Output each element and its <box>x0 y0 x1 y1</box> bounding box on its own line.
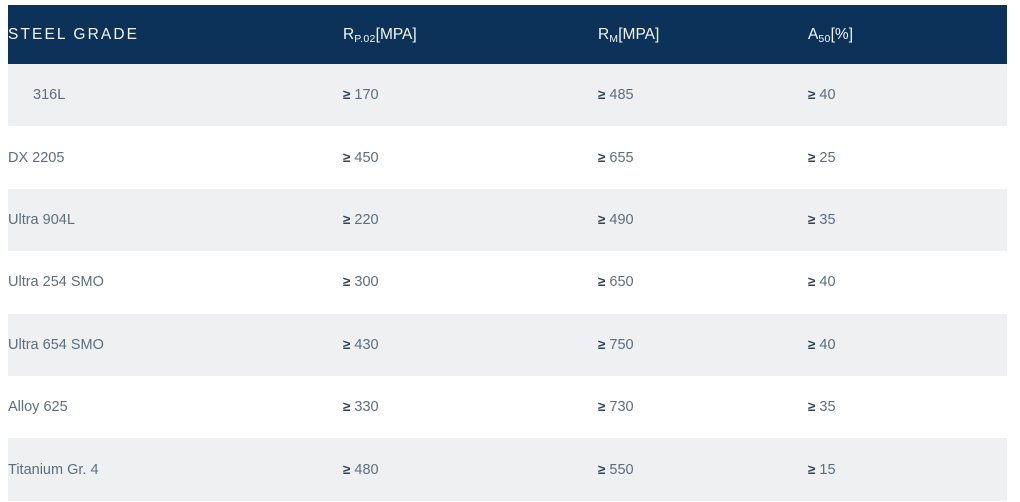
cell-steel-grade: 316L <box>33 87 66 104</box>
cell-rp02-value: 170 <box>354 87 379 104</box>
cell-rm-value: 650 <box>609 274 634 291</box>
greater-equal-icon: ≥ <box>808 87 816 103</box>
cell-steel-grade: DX 2205 <box>8 149 65 166</box>
table-row: 316L ≥170 ≥485 ≥40 <box>8 64 1007 127</box>
cell-rp02-value: 300 <box>354 274 379 291</box>
column-header-a50: A50[%] <box>808 5 1007 64</box>
cell-rm: ≥750 <box>598 314 808 376</box>
column-header-steel-grade-label: STEEL GRADE <box>8 25 140 43</box>
table-row: Ultra 254 SMO ≥300 ≥650 ≥40 <box>8 251 1007 314</box>
column-header-rm-subscript: M <box>609 32 619 45</box>
column-header-rm-unit: [MPA] <box>618 25 660 43</box>
greater-equal-icon: ≥ <box>598 211 606 227</box>
steel-grade-specification-table: STEEL GRADE RP.02[MPA] RM[MPA] A50[%] 31… <box>8 5 1007 501</box>
cell-rm-value: 550 <box>609 461 634 478</box>
column-header-rm-symbol: R <box>598 25 610 43</box>
cell-a50-value: 25 <box>819 149 836 166</box>
cell-a50-value: 40 <box>819 87 836 104</box>
cell-rp02: ≥170 <box>343 64 598 126</box>
greater-equal-icon: ≥ <box>343 211 351 227</box>
greater-equal-icon: ≥ <box>598 149 606 165</box>
table-body: 316L ≥170 ≥485 ≥40 DX 2205 ≥450 ≥655 ≥25 Ultra 9… <box>8 64 1007 501</box>
cell-steel-grade: Titanium Gr. 4 <box>8 461 99 478</box>
cell-a50-value: 40 <box>819 274 836 291</box>
greater-equal-icon: ≥ <box>808 274 816 290</box>
cell-rp02-value: 430 <box>354 336 379 353</box>
column-header-a50-subscript: 50 <box>818 32 831 45</box>
column-header-a50-unit: [%] <box>830 25 854 43</box>
column-header-rp02: RP.02[MPA] <box>343 5 598 64</box>
cell-rp02: ≥300 <box>343 251 598 313</box>
cell-a50-value: 15 <box>819 461 836 478</box>
column-header-rp02-subscript: P.02 <box>354 32 376 45</box>
cell-rm: ≥550 <box>598 438 808 500</box>
greater-equal-icon: ≥ <box>343 274 351 290</box>
cell-a50: ≥35 <box>808 189 1007 251</box>
column-header-steel-grade: STEEL GRADE <box>8 5 343 64</box>
table-header-row: STEEL GRADE RP.02[MPA] RM[MPA] A50[%] <box>8 5 1007 64</box>
greater-equal-icon: ≥ <box>598 336 606 352</box>
table-row: DX 2205 ≥450 ≥655 ≥25 <box>8 126 1007 189</box>
cell-steel-grade: Alloy 625 <box>8 399 68 416</box>
cell-rm: ≥485 <box>598 64 808 126</box>
cell-rm: ≥650 <box>598 251 808 313</box>
column-header-a50-symbol: A <box>808 25 819 43</box>
cell-a50-value: 35 <box>819 399 836 416</box>
cell-rp02: ≥330 <box>343 376 598 438</box>
greater-equal-icon: ≥ <box>808 211 816 227</box>
cell-rp02: ≥430 <box>343 314 598 376</box>
greater-equal-icon: ≥ <box>598 461 606 477</box>
greater-equal-icon: ≥ <box>808 399 816 415</box>
greater-equal-icon: ≥ <box>343 149 351 165</box>
greater-equal-icon: ≥ <box>808 461 816 477</box>
column-header-rm: RM[MPA] <box>598 5 808 64</box>
greater-equal-icon: ≥ <box>343 87 351 103</box>
cell-rm: ≥490 <box>598 189 808 251</box>
cell-a50: ≥40 <box>808 314 1007 376</box>
cell-a50: ≥35 <box>808 376 1007 438</box>
greater-equal-icon: ≥ <box>808 336 816 352</box>
cell-rm-value: 490 <box>609 211 634 228</box>
cell-rp02: ≥480 <box>343 438 598 500</box>
cell-rp02: ≥220 <box>343 189 598 251</box>
cell-steel-grade: Ultra 904L <box>8 211 75 228</box>
cell-rm-value: 730 <box>609 399 634 416</box>
column-header-rp02-unit: [MPA] <box>375 25 417 43</box>
cell-rp02-value: 330 <box>354 399 379 416</box>
greater-equal-icon: ≥ <box>598 399 606 415</box>
cell-rm: ≥730 <box>598 376 808 438</box>
greater-equal-icon: ≥ <box>598 87 606 103</box>
cell-a50: ≥25 <box>808 126 1007 188</box>
cell-rm-value: 750 <box>609 336 634 353</box>
cell-rp02-value: 480 <box>354 461 379 478</box>
cell-a50: ≥15 <box>808 438 1007 500</box>
table-row: Alloy 625 ≥330 ≥730 ≥35 <box>8 375 1007 439</box>
greater-equal-icon: ≥ <box>808 149 816 165</box>
greater-equal-icon: ≥ <box>343 399 351 415</box>
cell-rm: ≥655 <box>598 126 808 188</box>
cell-steel-grade: Ultra 254 SMO <box>8 274 104 291</box>
cell-rp02-value: 220 <box>354 211 379 228</box>
cell-rm-value: 485 <box>609 87 634 104</box>
cell-rp02-value: 450 <box>354 149 379 166</box>
table-header: STEEL GRADE RP.02[MPA] RM[MPA] A50[%] <box>8 5 1007 64</box>
table-row: Ultra 654 SMO ≥430 ≥750 ≥40 <box>8 313 1007 376</box>
cell-rp02: ≥450 <box>343 126 598 188</box>
table-row: Ultra 904L ≥220 ≥490 ≥35 <box>8 188 1007 252</box>
greater-equal-icon: ≥ <box>343 461 351 477</box>
cell-a50-value: 35 <box>819 211 836 228</box>
cell-a50-value: 40 <box>819 336 836 353</box>
cell-a50: ≥40 <box>808 64 1007 126</box>
cell-steel-grade: Ultra 654 SMO <box>8 336 104 353</box>
greater-equal-icon: ≥ <box>598 274 606 290</box>
greater-equal-icon: ≥ <box>343 336 351 352</box>
table-row: Titanium Gr. 4 ≥480 ≥550 ≥15 <box>8 438 1007 501</box>
cell-rm-value: 655 <box>609 149 634 166</box>
cell-a50: ≥40 <box>808 251 1007 313</box>
column-header-rp02-symbol: R <box>343 25 355 43</box>
